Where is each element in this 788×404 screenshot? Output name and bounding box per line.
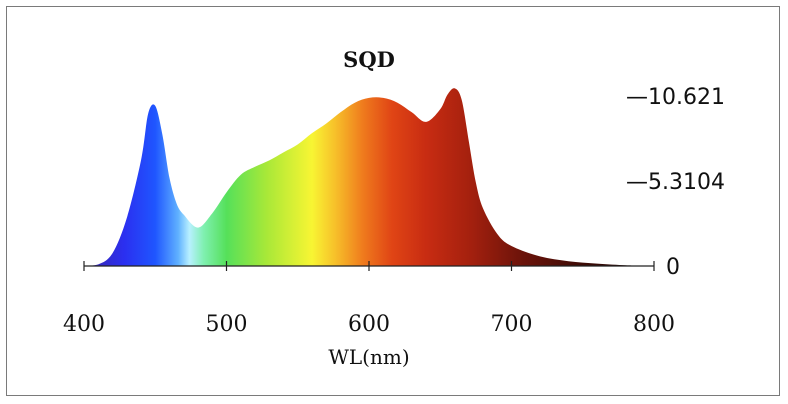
x-ticks: 400 500 600 700 800 [63, 261, 675, 337]
y-tick-label: —5.3104 [626, 170, 725, 195]
y-ticks: —10.621 —5.3104 0 [626, 85, 725, 280]
x-axis-label: WL(nm) [328, 345, 409, 369]
x-tick-label: 500 [206, 312, 248, 337]
x-tick-label: 700 [491, 312, 533, 337]
x-tick-label: 800 [633, 312, 675, 337]
y-tick-label: 0 [666, 255, 680, 280]
y-tick-label: —10.621 [626, 85, 725, 110]
x-tick-label: 400 [63, 312, 105, 337]
chart-title: SQD [343, 47, 395, 72]
x-tick-label: 600 [348, 312, 390, 337]
spectrum-area [84, 88, 654, 266]
